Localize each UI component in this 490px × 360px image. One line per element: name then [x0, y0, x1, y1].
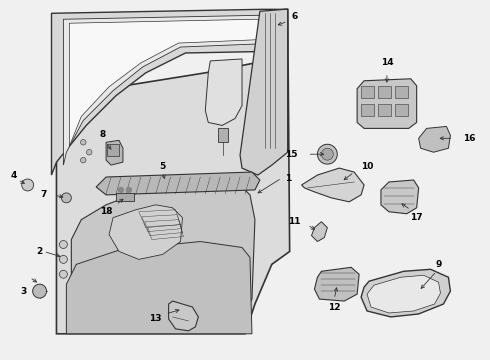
Bar — [218, 129, 228, 142]
Text: 1: 1 — [285, 174, 291, 183]
Text: 9: 9 — [435, 260, 441, 269]
Polygon shape — [56, 9, 290, 334]
Circle shape — [321, 148, 333, 160]
Text: 18: 18 — [100, 207, 112, 216]
Bar — [395, 86, 408, 98]
Polygon shape — [205, 59, 242, 125]
Polygon shape — [357, 79, 416, 129]
Bar — [107, 144, 119, 156]
Text: 2: 2 — [36, 247, 43, 256]
Polygon shape — [66, 242, 252, 334]
Bar — [116, 193, 134, 201]
Text: 15: 15 — [285, 150, 298, 159]
Polygon shape — [381, 180, 418, 214]
Polygon shape — [96, 172, 260, 195]
Bar — [378, 104, 391, 116]
Circle shape — [119, 188, 123, 192]
Text: 16: 16 — [464, 134, 476, 143]
Circle shape — [59, 255, 68, 264]
Text: 8: 8 — [100, 130, 106, 139]
Text: 13: 13 — [149, 314, 162, 323]
Polygon shape — [63, 15, 280, 165]
Text: 7: 7 — [40, 190, 47, 199]
Text: 3: 3 — [21, 287, 27, 296]
Bar — [378, 86, 391, 98]
Polygon shape — [301, 168, 364, 202]
Polygon shape — [169, 301, 198, 331]
Text: 4: 4 — [11, 171, 17, 180]
Text: 14: 14 — [381, 58, 393, 67]
Polygon shape — [72, 182, 255, 329]
Polygon shape — [109, 205, 182, 260]
Text: 12: 12 — [328, 302, 341, 311]
Circle shape — [80, 140, 86, 145]
Circle shape — [318, 144, 337, 164]
Bar — [361, 104, 374, 116]
Circle shape — [126, 188, 131, 192]
Text: 17: 17 — [410, 213, 423, 222]
Text: 10: 10 — [361, 162, 373, 171]
Polygon shape — [418, 126, 450, 152]
Polygon shape — [106, 140, 123, 165]
Circle shape — [59, 240, 68, 248]
Text: 5: 5 — [160, 162, 166, 171]
Polygon shape — [70, 19, 272, 146]
Bar — [395, 104, 408, 116]
Bar — [361, 86, 374, 98]
Polygon shape — [361, 269, 450, 317]
Polygon shape — [315, 267, 359, 301]
Text: 11: 11 — [288, 217, 301, 226]
Circle shape — [86, 149, 92, 155]
Polygon shape — [240, 9, 288, 175]
Polygon shape — [367, 275, 441, 313]
Polygon shape — [312, 222, 327, 242]
Circle shape — [80, 157, 86, 163]
Polygon shape — [51, 9, 288, 175]
Circle shape — [59, 270, 68, 278]
Circle shape — [33, 284, 47, 298]
Text: 6: 6 — [292, 12, 298, 21]
Circle shape — [22, 179, 34, 191]
Circle shape — [61, 193, 72, 203]
